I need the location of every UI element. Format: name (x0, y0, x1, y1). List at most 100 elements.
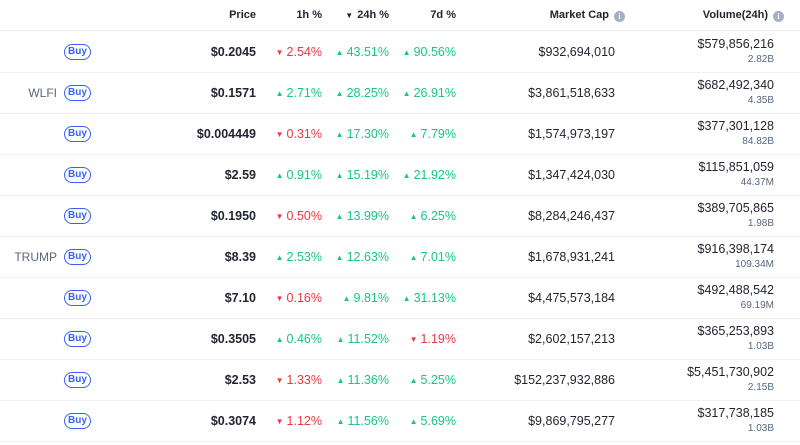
info-icon[interactable]: i (614, 11, 625, 22)
change-value: 31.13% (413, 291, 456, 305)
volume-coin: 84.82B (742, 136, 774, 147)
header-24h[interactable]: ▼ 24h % (345, 9, 389, 21)
change-value: 0.91% (286, 168, 322, 182)
volume-usd: $389,705,865 (697, 201, 774, 215)
change-h1: ▲ 2.53% (276, 250, 322, 264)
table-row[interactable]: Buy $0.004449 ▼ 0.31% ▲ 17.30% ▲ 7.79% $1,574… (0, 114, 800, 155)
change-h1: ▼ 0.16% (276, 291, 322, 305)
volume-usd: $682,492,340 (697, 78, 774, 92)
table-row[interactable]: Buy $2.59 ▲ 0.91% ▲ 15.19% ▲ 21.92% $1,347,42… (0, 155, 800, 196)
volume-usd: $579,856,216 (697, 37, 774, 51)
table-row[interactable]: Buy $0.2045 ▼ 2.54% ▲ 43.51% ▲ 90.56% $932,69… (0, 32, 800, 73)
price: $0.2045 (210, 45, 256, 59)
table-row[interactable]: WLFI Buy $0.1571 ▲ 2.71% ▲ 28.25% ▲ 26.91% $3… (0, 73, 800, 114)
change-h1: ▲ 0.46% (276, 332, 322, 346)
caret-up-icon: ▲ (275, 89, 284, 98)
buy-button[interactable]: Buy (64, 290, 91, 306)
volume-coin: 1.98B (747, 218, 774, 229)
coin-symbol: WLFI (28, 86, 57, 100)
volume-coin: 44.37M (740, 177, 774, 188)
change-value: 1.19% (420, 332, 456, 346)
volume: $682,492,340 4.35B (698, 78, 774, 106)
change-value: 2.53% (286, 250, 322, 264)
caret-down-icon: ▼ (275, 417, 284, 426)
volume-usd: $5,451,730,902 (687, 365, 774, 379)
market-cap: $4,475,573,184 (528, 291, 615, 305)
change-value: 5.69% (420, 414, 456, 428)
volume-usd: $115,851,059 (698, 160, 774, 174)
market-cap: $152,237,932,886 (514, 373, 615, 387)
change-value: 1.12% (286, 414, 322, 428)
change-value: 11.56% (347, 414, 389, 428)
price: $2.53 (224, 373, 256, 387)
change-h24: ▲ 12.63% (336, 250, 389, 264)
buy-button[interactable]: Buy (64, 126, 91, 142)
table-row[interactable]: Buy $2.53 ▼ 1.33% ▲ 11.36% ▲ 5.25% $152,237,9… (0, 360, 800, 401)
volume-coin: 1.03B (747, 341, 774, 352)
caret-up-icon: ▲ (275, 253, 284, 262)
change-h24: ▲ 9.81% (343, 291, 389, 305)
caret-up-icon: ▲ (335, 253, 344, 262)
change-value: 21.92% (413, 168, 456, 182)
table-row[interactable]: Buy $0.1950 ▼ 0.50% ▲ 13.99% ▲ 6.25% $8,284,2… (0, 196, 800, 237)
buy-button[interactable]: Buy (64, 331, 91, 347)
change-value: 5.25% (420, 373, 456, 387)
volume-usd: $317,738,185 (697, 406, 774, 420)
caret-up-icon: ▲ (402, 89, 411, 98)
volume: $389,705,865 1.98B (698, 201, 774, 229)
caret-up-icon: ▲ (336, 417, 345, 426)
volume: $317,738,185 1.03B (698, 406, 774, 434)
buy-button[interactable]: Buy (64, 413, 91, 429)
change-h1: ▼ 0.50% (276, 209, 322, 223)
change-value: 26.91% (413, 86, 456, 100)
header-7d[interactable]: 7d % (430, 9, 456, 21)
header-market-cap[interactable]: Market Cap i (550, 9, 625, 22)
volume-usd: $492,488,542 (697, 283, 774, 297)
change-d7: ▲ 5.25% (410, 373, 456, 387)
change-value: 11.36% (347, 373, 389, 387)
header-volume[interactable]: Volume(24h) i (703, 9, 784, 22)
price: $0.1571 (210, 86, 256, 100)
buy-button[interactable]: Buy (64, 249, 91, 265)
change-d7: ▲ 7.01% (410, 250, 456, 264)
market-cap: $1,574,973,197 (528, 127, 615, 141)
info-icon[interactable]: i (773, 11, 784, 22)
change-value: 0.16% (286, 291, 322, 305)
change-h24: ▲ 11.52% (337, 332, 389, 346)
buy-button[interactable]: Buy (64, 372, 91, 388)
caret-up-icon: ▲ (409, 417, 418, 426)
change-value: 90.56% (413, 45, 456, 59)
caret-up-icon: ▲ (335, 130, 344, 139)
price: $2.59 (224, 168, 256, 182)
caret-up-icon: ▲ (402, 171, 411, 180)
change-h1: ▼ 2.54% (276, 45, 322, 59)
table-row[interactable]: Buy $0.3074 ▼ 1.12% ▲ 11.56% ▲ 5.69% $9,869,7… (0, 401, 800, 442)
coin-symbol: TRUMP (14, 250, 57, 264)
caret-down-icon: ▼ (275, 48, 284, 57)
change-h1: ▲ 0.91% (276, 168, 322, 182)
price: $7.10 (224, 291, 256, 305)
price: $0.1950 (210, 209, 256, 223)
market-cap: $9,869,795,277 (528, 414, 615, 428)
table-row[interactable]: Buy $7.10 ▼ 0.16% ▲ 9.81% ▲ 31.13% $4,475,573… (0, 278, 800, 319)
volume-coin: 4.35B (747, 95, 774, 106)
change-value: 2.54% (286, 45, 322, 59)
caret-up-icon: ▲ (275, 335, 284, 344)
change-d7: ▲ 31.13% (403, 291, 456, 305)
header-1h[interactable]: 1h % (296, 9, 322, 21)
change-value: 28.25% (346, 86, 389, 100)
caret-up-icon: ▲ (335, 48, 344, 57)
buy-button[interactable]: Buy (64, 44, 91, 60)
volume-usd: $916,398,174 (697, 242, 774, 256)
table-row[interactable]: Buy $0.3505 ▲ 0.46% ▲ 11.52% ▼ 1.19% $2,602,1… (0, 319, 800, 360)
buy-button[interactable]: Buy (64, 85, 91, 101)
caret-up-icon: ▲ (335, 171, 344, 180)
market-cap: $3,861,518,633 (528, 86, 615, 100)
buy-button[interactable]: Buy (64, 208, 91, 224)
buy-button[interactable]: Buy (64, 167, 91, 183)
table-row[interactable]: TRUMP Buy $8.39 ▲ 2.53% ▲ 12.63% ▲ 7.01% $1,6… (0, 237, 800, 278)
change-value: 13.99% (346, 209, 389, 223)
volume: $916,398,174 109.34M (698, 242, 774, 270)
header-price[interactable]: Price (229, 9, 256, 21)
volume-usd: $377,301,128 (697, 119, 774, 133)
